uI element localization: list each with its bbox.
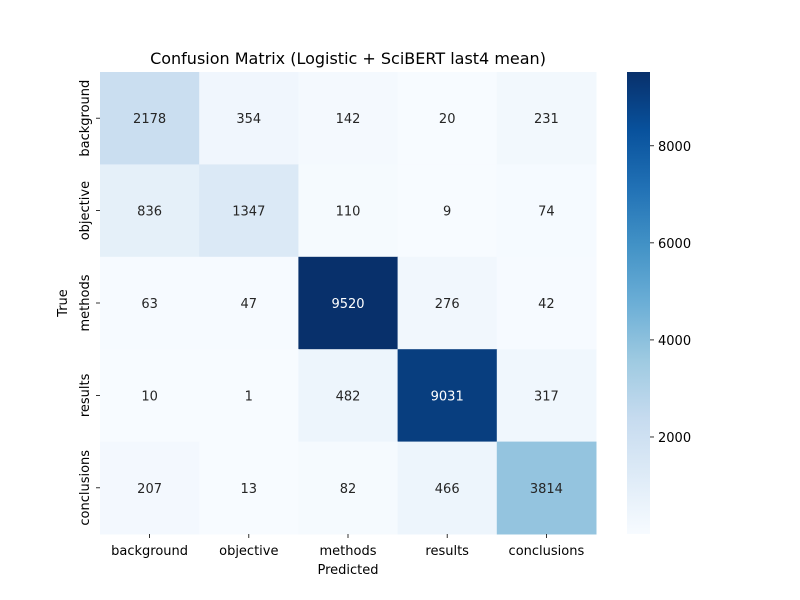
y-tick-label: conclusions [78, 450, 93, 526]
cell-value-label: 142 [336, 112, 361, 127]
heatmap-cell-results-objective [199, 349, 299, 443]
heatmap-cell-background-methods [298, 72, 399, 165]
cell-value-label: 231 [534, 112, 559, 127]
heatmap-cell-objective-methods [298, 164, 399, 258]
heatmap-cell-objective-results [397, 164, 498, 258]
cell-value-label: 836 [137, 205, 162, 220]
y-axis-label: True [56, 289, 71, 318]
heatmap-cell-background-objective [199, 72, 299, 165]
cell-value-label: 63 [141, 297, 158, 312]
chart-title: Confusion Matrix (Logistic + SciBERT las… [150, 49, 546, 68]
heatmap-cell-methods-objective [199, 256, 299, 350]
cell-value-label: 47 [241, 297, 258, 312]
heatmap-cell-results-results [397, 349, 498, 443]
x-tick-label: background [111, 544, 188, 559]
heatmap-cell-background-background [100, 72, 200, 165]
heatmap-cell-methods-results [397, 256, 498, 350]
heatmap-cell-objective-objective [199, 164, 299, 258]
colorbar-tick-label: 8000 [658, 140, 691, 155]
colorbar-tick-label: 2000 [658, 431, 691, 446]
cell-value-label: 42 [538, 297, 555, 312]
cell-value-label: 317 [534, 389, 559, 404]
heatmap-cell-background-results [397, 72, 498, 165]
cell-value-label: 2178 [133, 112, 166, 127]
cell-value-label: 9 [443, 205, 451, 220]
heatmap-cell-objective-conclusions [496, 164, 597, 258]
x-axis-label: Predicted [317, 563, 378, 578]
heatmap-cells [100, 72, 597, 535]
heatmap-cell-conclusions-methods [298, 441, 399, 535]
heatmap-cell-conclusions-results [397, 441, 498, 535]
cell-value-label: 466 [435, 482, 460, 497]
x-tick-label: methods [320, 544, 377, 559]
colorbar-tick-label: 4000 [658, 334, 691, 349]
y-tick-label: methods [78, 274, 93, 331]
heatmap-cell-results-background [100, 349, 200, 443]
heatmap-cell-results-conclusions [496, 349, 597, 443]
y-tick-label: results [78, 373, 93, 417]
heatmap-cell-background-conclusions [496, 72, 597, 165]
heatmap-cell-objective-background [100, 164, 200, 258]
cell-value-label: 482 [336, 389, 361, 404]
cell-value-label: 1347 [232, 205, 265, 220]
colorbar [627, 72, 650, 534]
heatmap-cell-methods-conclusions [496, 256, 597, 350]
heatmap-cell-methods-background [100, 256, 200, 350]
heatmap-cell-methods-methods [298, 256, 399, 350]
heatmap-cell-conclusions-conclusions [496, 441, 597, 535]
x-tick-label: objective [219, 544, 278, 559]
cell-value-label: 9520 [331, 297, 364, 312]
heatmap-cell-results-methods [298, 349, 399, 443]
cell-value-label: 13 [241, 482, 258, 497]
heatmap-cell-conclusions-background [100, 441, 200, 535]
cell-value-label: 74 [538, 205, 555, 220]
y-tick-label: background [78, 80, 93, 157]
cell-value-label: 20 [439, 112, 456, 127]
cell-value-label: 276 [435, 297, 460, 312]
colorbar-tick-label: 6000 [658, 237, 691, 252]
x-tick-label: results [425, 544, 469, 559]
y-tick-label: objective [78, 181, 93, 240]
y-axis: background objective methods results conclus… [78, 80, 100, 526]
cell-value-label: 82 [340, 482, 357, 497]
x-axis: background objective methods results conclus… [111, 534, 584, 559]
cell-value-label: 3814 [530, 482, 563, 497]
cell-value-label: 354 [236, 112, 261, 127]
cell-value-label: 9031 [431, 389, 464, 404]
cell-value-label: 110 [336, 205, 361, 220]
heatmap-cell-conclusions-objective [199, 441, 299, 535]
cell-value-label: 1 [245, 389, 253, 404]
x-tick-label: conclusions [509, 544, 585, 559]
cell-value-label: 10 [141, 389, 158, 404]
cell-value-label: 207 [137, 482, 162, 497]
colorbar-ticks: 2000 4000 6000 8000 [650, 140, 691, 446]
